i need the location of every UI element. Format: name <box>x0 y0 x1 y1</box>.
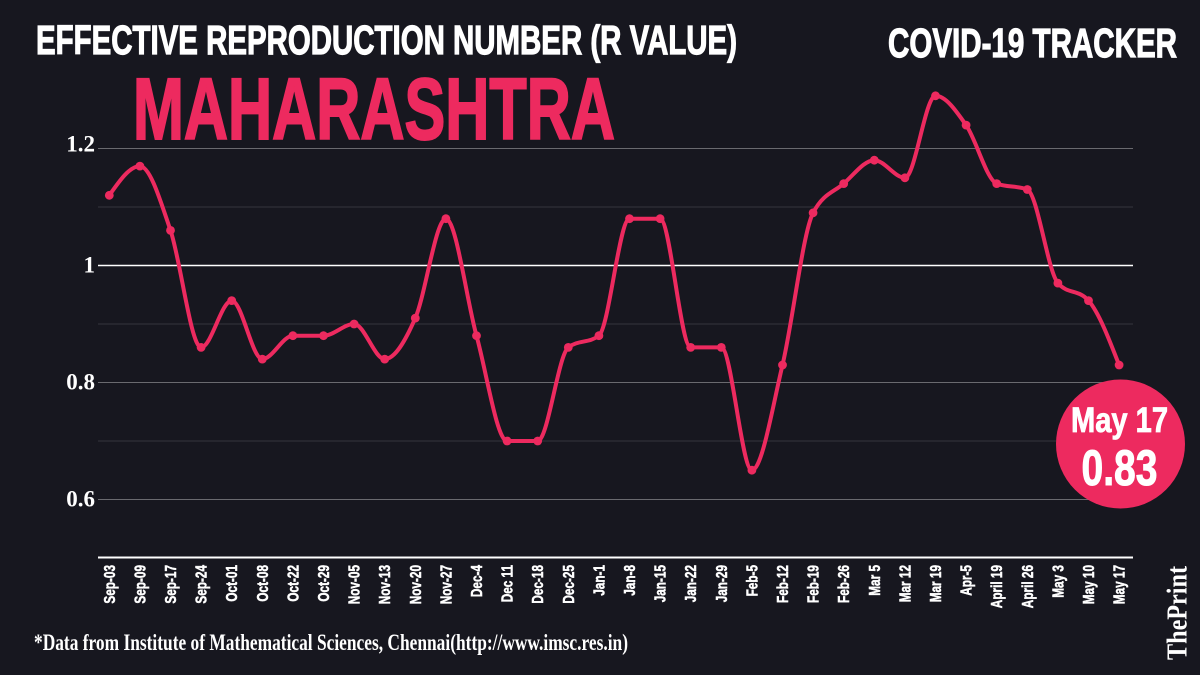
svg-text:Dec-18: Dec-18 <box>530 565 547 604</box>
svg-text:Nov-27: Nov-27 <box>438 565 455 604</box>
svg-text:Apr-5: Apr-5 <box>959 565 976 596</box>
svg-text:May 3: May 3 <box>1050 565 1067 598</box>
svg-text:Jan-22: Jan-22 <box>683 565 700 602</box>
svg-text:0.6: 0.6 <box>66 487 95 512</box>
svg-text:Sep-03: Sep-03 <box>102 565 119 604</box>
svg-text:April 26: April 26 <box>1020 565 1037 608</box>
svg-text:Mar 5: Mar 5 <box>867 565 884 596</box>
svg-text:May 17: May 17 <box>1071 401 1168 440</box>
svg-text:Jan-8: Jan-8 <box>622 565 639 596</box>
svg-text:Oct-29: Oct-29 <box>316 565 333 602</box>
svg-text:May 17: May 17 <box>1112 565 1129 604</box>
svg-text:Sep-24: Sep-24 <box>194 565 211 604</box>
svg-text:Feb-19: Feb-19 <box>806 565 823 603</box>
svg-text:COVID-19 TRACKER: COVID-19 TRACKER <box>888 20 1177 66</box>
svg-text:Sep-17: Sep-17 <box>163 565 180 604</box>
svg-text:Jan-1: Jan-1 <box>591 565 608 596</box>
svg-text:Feb-12: Feb-12 <box>775 565 792 603</box>
svg-text:Nov-20: Nov-20 <box>408 565 425 604</box>
svg-text:0.8: 0.8 <box>66 370 95 395</box>
svg-text:May 10: May 10 <box>1081 565 1098 604</box>
svg-text:Jan-15: Jan-15 <box>653 565 670 603</box>
svg-text:Oct-01: Oct-01 <box>224 565 241 602</box>
svg-text:0.83: 0.83 <box>1082 440 1158 496</box>
svg-text:April 19: April 19 <box>989 565 1006 608</box>
svg-text:Feb-5: Feb-5 <box>744 565 761 597</box>
svg-text:Sep-09: Sep-09 <box>132 565 149 604</box>
svg-text:Oct-08: Oct-08 <box>255 565 272 602</box>
svg-text:1: 1 <box>84 253 96 278</box>
svg-text:Feb-26: Feb-26 <box>836 565 853 603</box>
svg-text:Jan-29: Jan-29 <box>714 565 731 603</box>
svg-text:Mar 12: Mar 12 <box>897 565 914 602</box>
svg-text:1.2: 1.2 <box>66 132 95 157</box>
svg-text:Dec-4: Dec-4 <box>469 565 486 597</box>
svg-text:Nov-05: Nov-05 <box>347 565 364 605</box>
svg-text:EFFECTIVE REPRODUCTION NUMBER: EFFECTIVE REPRODUCTION NUMBER (R VALUE) <box>36 17 737 63</box>
svg-text:Nov-13: Nov-13 <box>377 565 394 605</box>
svg-text:Dec 11: Dec 11 <box>500 565 517 603</box>
svg-text:Oct-22: Oct-22 <box>285 565 302 602</box>
svg-text:Mar 19: Mar 19 <box>928 565 945 603</box>
svg-text:Dec-25: Dec-25 <box>561 565 578 604</box>
svg-text:*Data from Institute of Mathem: *Data from Institute of Mathematical Sci… <box>34 630 628 655</box>
svg-text:ThePrint: ThePrint <box>1162 566 1194 660</box>
svg-text:MAHARASHTRA: MAHARASHTRA <box>133 61 615 158</box>
